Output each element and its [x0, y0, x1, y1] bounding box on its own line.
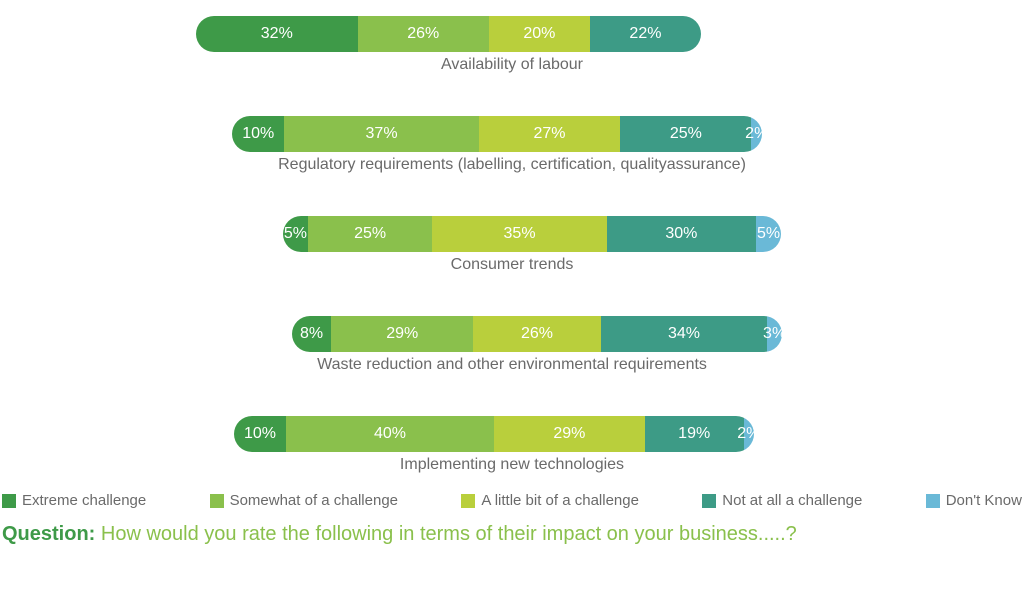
bar-segment: 37% [284, 116, 478, 152]
stacked-bar: 10%40%29%19%2% [234, 416, 754, 452]
bar-segment: 32% [196, 16, 358, 52]
bar-segment: 10% [234, 416, 286, 452]
stacked-bar: 32%26%20%22% [196, 16, 701, 52]
bar-segment: 29% [494, 416, 645, 452]
legend-item: Somewhat of a challenge [210, 492, 398, 509]
legend-swatch [702, 494, 716, 508]
bar-segment: 27% [479, 116, 621, 152]
chart-row: 10%40%29%19%2% Implementing new technolog… [0, 416, 1024, 474]
bar-segment: 25% [620, 116, 751, 152]
chart-row: 5%25%35%30%5%Consumer trends [0, 216, 1024, 274]
bar-segment: 34% [601, 316, 768, 352]
chart-row: 10%37%27%25%2% Regulatory requirements (l… [0, 116, 1024, 174]
legend-label: Not at all a challenge [722, 492, 862, 509]
bar-segment: 40% [286, 416, 494, 452]
bar-segment: 2% [744, 416, 754, 452]
legend-swatch [210, 494, 224, 508]
row-label: Regulatory requirements (labelling, cert… [278, 156, 746, 174]
legend-label: Somewhat of a challenge [230, 492, 398, 509]
legend-item: Not at all a challenge [702, 492, 862, 509]
legend-item: A little bit of a challenge [461, 492, 639, 509]
row-label: Availability of labour [441, 56, 583, 74]
stacked-bar: 5%25%35%30%5% [283, 216, 781, 252]
stacked-bar-chart: 32%26%20%22%Availability of labour10%37%… [0, 0, 1024, 474]
row-label: Consumer trends [451, 256, 574, 274]
legend-item: Extreme challenge [2, 492, 146, 509]
bar-segment: 20% [489, 16, 590, 52]
row-label: Waste reduction and other environmental … [317, 356, 707, 374]
stacked-bar: 10%37%27%25%2% [232, 116, 762, 152]
bar-segment: 2% [751, 116, 761, 152]
legend-item: Don't Know [926, 492, 1022, 509]
bar-segment: 3% [767, 316, 782, 352]
legend-label: Don't Know [946, 492, 1022, 509]
stacked-bar: 8%29%26%34%3% [292, 316, 782, 352]
bar-segment: 5% [283, 216, 308, 252]
bar-segment: 26% [473, 316, 600, 352]
chart-legend: Extreme challenge Somewhat of a challenge… [0, 492, 1024, 509]
bar-segment: 8% [292, 316, 331, 352]
question-label: Question: [2, 523, 95, 545]
legend-swatch [461, 494, 475, 508]
chart-row: 32%26%20%22% Availability of labour [0, 16, 1024, 74]
bar-segment: 25% [308, 216, 433, 252]
bar-segment: 29% [331, 316, 473, 352]
bar-segment: 35% [432, 216, 606, 252]
legend-swatch [2, 494, 16, 508]
bar-segment: 26% [358, 16, 489, 52]
legend-swatch [926, 494, 940, 508]
row-label: Implementing new technologies [400, 456, 624, 474]
chart-row: 8%29%26%34%3% Waste reduction and other e… [0, 316, 1024, 374]
bar-segment: 22% [590, 16, 701, 52]
bar-segment: 10% [232, 116, 284, 152]
question-text: How would you rate the following in term… [95, 523, 796, 545]
bar-segment: 19% [645, 416, 744, 452]
bar-segment: 5% [756, 216, 781, 252]
legend-label: A little bit of a challenge [481, 492, 639, 509]
bar-segment: 30% [607, 216, 756, 252]
question-line: Question: How would you rate the followi… [0, 523, 1024, 546]
legend-label: Extreme challenge [22, 492, 146, 509]
